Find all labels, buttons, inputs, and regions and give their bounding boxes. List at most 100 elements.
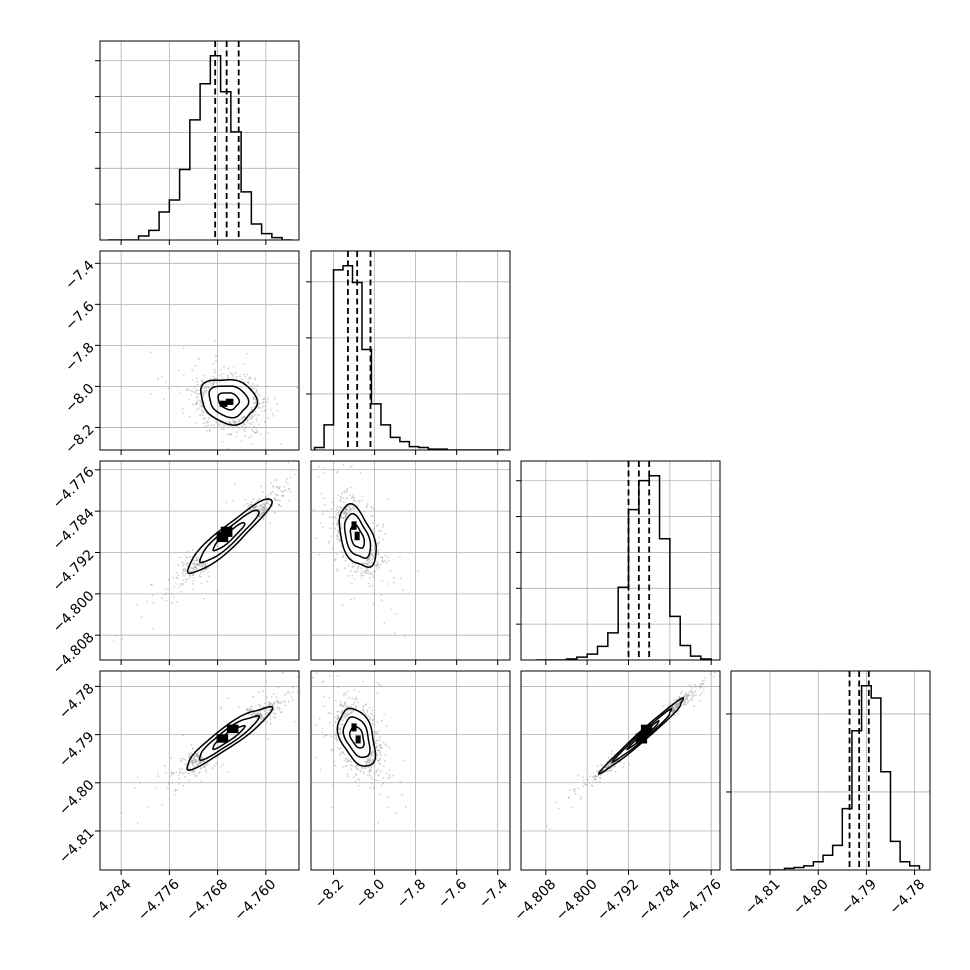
sample-point <box>571 806 574 809</box>
sample-point <box>683 701 686 703</box>
sample-point <box>366 774 369 777</box>
sample-point <box>605 766 608 769</box>
sample-point <box>271 703 274 706</box>
sample-point <box>367 770 370 772</box>
sample-point <box>220 708 223 710</box>
sample-point <box>347 713 350 715</box>
sample-point <box>186 557 189 559</box>
sample-point <box>199 767 202 770</box>
sample-point <box>347 705 350 708</box>
sample-point <box>264 421 266 423</box>
sample-point <box>203 764 206 767</box>
sample-point <box>362 562 365 565</box>
sample-point <box>338 728 341 731</box>
sample-point <box>370 754 373 757</box>
sample-point <box>196 395 199 398</box>
sample-point <box>213 381 216 384</box>
sample-point <box>280 711 283 713</box>
sample-point <box>171 601 173 604</box>
sample-point <box>270 482 273 485</box>
sample-point <box>687 694 690 696</box>
contour-outer <box>338 503 377 568</box>
sample-point <box>672 706 675 709</box>
sample-point <box>232 420 235 422</box>
sample-point <box>195 564 198 567</box>
sample-point <box>244 498 247 501</box>
sample-point <box>197 562 200 565</box>
sample-point <box>283 700 286 703</box>
sample-point <box>306 476 308 478</box>
sample-point <box>185 555 188 558</box>
sample-point <box>341 704 344 707</box>
sample-point <box>672 708 675 711</box>
sample-point <box>339 499 342 502</box>
sample-point <box>382 523 385 526</box>
sample-point <box>184 775 187 778</box>
sample-point <box>332 750 334 753</box>
sample-point <box>673 708 676 711</box>
sample-point <box>259 713 262 716</box>
sample-point <box>176 571 178 574</box>
sample-point <box>253 385 256 387</box>
sample-point <box>370 768 373 771</box>
sample-point <box>183 563 185 565</box>
sample-point <box>256 413 259 416</box>
sample-point <box>688 694 690 697</box>
sample-point <box>675 702 678 705</box>
sample-point <box>252 507 254 509</box>
sample-point <box>146 600 149 603</box>
sample-point <box>203 386 206 388</box>
sample-point <box>264 702 266 705</box>
sample-point <box>672 710 675 713</box>
sample-point <box>367 572 370 575</box>
sample-point <box>686 696 688 698</box>
sample-point <box>262 405 265 408</box>
sample-point <box>250 416 253 419</box>
sample-point <box>318 553 321 556</box>
sample-point <box>263 516 265 519</box>
sample-point <box>318 398 320 400</box>
y-tick-label: −4.79 <box>56 729 98 771</box>
sample-point <box>269 722 272 725</box>
x-tick-label: −4.776 <box>135 876 183 924</box>
sample-point <box>688 700 691 702</box>
sample-point <box>249 708 252 711</box>
sample-point <box>375 739 378 742</box>
sample-point <box>349 764 352 767</box>
sample-point <box>377 768 380 771</box>
sample-point <box>366 559 368 561</box>
sample-point <box>363 510 366 513</box>
sample-point <box>182 347 185 350</box>
sample-point <box>202 563 205 566</box>
sample-point <box>243 415 245 418</box>
sample-point <box>277 701 280 704</box>
sample-point <box>676 705 679 708</box>
sample-point <box>376 721 379 724</box>
sample-point <box>248 709 250 712</box>
sample-point <box>254 431 257 434</box>
sample-point <box>163 593 166 596</box>
sample-point <box>351 465 353 467</box>
sample-point <box>684 703 687 706</box>
sample-point <box>352 508 355 510</box>
sample-point <box>161 375 163 378</box>
sample-point <box>221 373 224 375</box>
sample-point <box>187 772 189 775</box>
density-peak-bin <box>355 735 361 744</box>
sample-point <box>361 570 364 572</box>
sample-point <box>254 506 256 508</box>
sample-point <box>363 574 365 577</box>
sample-point <box>368 786 371 789</box>
density-peak-bin <box>216 734 229 743</box>
sample-point <box>202 380 204 383</box>
sample-point <box>375 564 378 567</box>
sample-point <box>253 431 256 434</box>
sample-point <box>203 422 205 425</box>
sample-point <box>609 763 612 765</box>
sample-point <box>256 420 258 422</box>
sample-point <box>205 389 207 392</box>
sample-point <box>195 397 198 400</box>
sample-point <box>182 757 185 760</box>
sample-point <box>337 686 340 689</box>
sample-point <box>194 760 197 762</box>
